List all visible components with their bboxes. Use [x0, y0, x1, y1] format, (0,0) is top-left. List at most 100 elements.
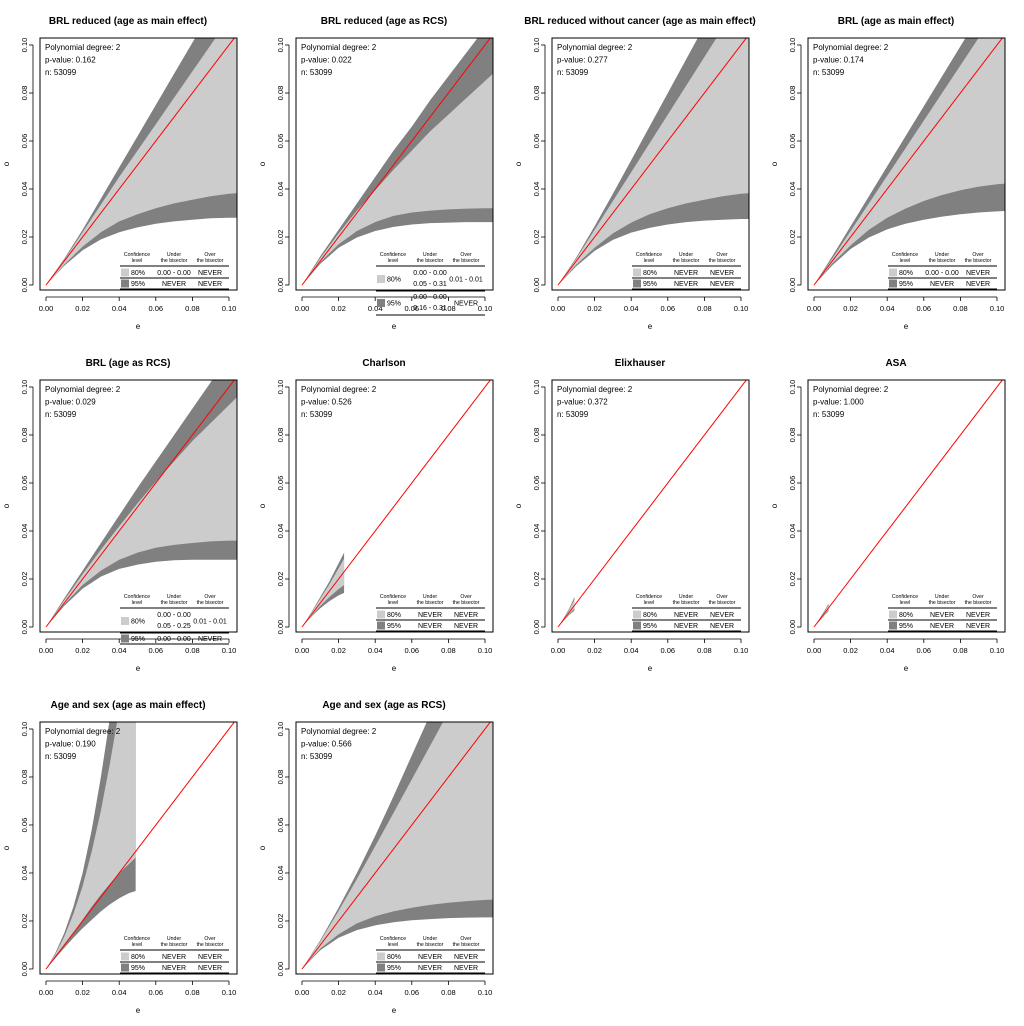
- legend-header-over: Over: [972, 252, 984, 258]
- chart-svg: Age and sex (age as RCS) 0.00 0.02 0.04 0.06…: [258, 700, 494, 1015]
- y-axis-label: o: [514, 503, 523, 508]
- legend-header-over: the bisector: [197, 942, 224, 948]
- x-tick-label: 0.04: [880, 646, 895, 655]
- x-tick-label: 0.08: [953, 304, 968, 313]
- legend-header-confidence: level: [900, 258, 911, 264]
- y-axis-label: o: [258, 161, 267, 166]
- stat-annotation: Polynomial degree: 2: [45, 385, 121, 394]
- chart-title: Elixhauser: [615, 358, 666, 369]
- stat-annotation: n: 53099: [813, 68, 845, 77]
- legend-level: 95%: [643, 281, 657, 288]
- y-tick-label: 0.00: [20, 278, 29, 293]
- legend-header-under: Under: [167, 594, 181, 600]
- stat-annotation: p-value: 0.526: [301, 398, 352, 407]
- x-tick-label: 0.06: [404, 304, 419, 313]
- plot-frame: [295, 721, 494, 975]
- x-axis-label: e: [392, 322, 397, 331]
- legend-over-value: NEVER: [198, 965, 222, 972]
- stat-annotation: p-value: 0.029: [45, 398, 96, 407]
- legend-header-under: the bisector: [417, 600, 444, 606]
- legend-under-value: 0.00 - 0.00: [157, 270, 191, 277]
- y-tick-label: 0.00: [276, 620, 285, 635]
- y-tick-label: 0.06: [276, 818, 285, 833]
- x-tick-label: 0.04: [112, 304, 127, 313]
- y-axis-label: o: [770, 161, 779, 166]
- x-axis-label: e: [904, 322, 909, 331]
- legend-header-under: the bisector: [673, 258, 700, 264]
- stat-annotation: p-value: 0.022: [301, 56, 352, 65]
- y-tick-label: 0.08: [276, 428, 285, 443]
- x-tick-label: 0.10: [222, 304, 237, 313]
- stat-annotation: p-value: 0.566: [301, 740, 352, 749]
- chart-title: BRL (age as main effect): [838, 16, 955, 27]
- stat-annotation: p-value: 1.000: [813, 398, 864, 407]
- legend-over-value: 0.01 - 0.01: [449, 277, 483, 284]
- legend-swatch: [377, 275, 385, 283]
- legend-header-confidence: level: [900, 600, 911, 606]
- legend-header-over: the bisector: [453, 942, 480, 948]
- x-tick-label: 0.06: [148, 988, 163, 997]
- legend-level: 95%: [387, 623, 401, 630]
- x-tick-label: 0.02: [75, 988, 90, 997]
- legend-under-value: NEVER: [162, 954, 186, 961]
- y-tick-label: 0.10: [20, 722, 29, 737]
- legend-header-under: Under: [167, 252, 181, 258]
- bisector-line: [301, 380, 491, 628]
- chart-title: BRL reduced (age as RCS): [321, 16, 448, 27]
- legend-swatch: [377, 952, 385, 961]
- y-tick-label: 0.10: [788, 380, 797, 395]
- chart-panel: BRL reduced without cancer (age as main …: [512, 0, 768, 342]
- x-tick-label: 0.00: [295, 988, 310, 997]
- chart-panel: BRL (age as RCS) 0.00 0.02 0.04 0.06 0.08 0.10…: [0, 342, 256, 684]
- y-tick-label: 0.10: [276, 380, 285, 395]
- legend-header-confidence: level: [388, 258, 399, 264]
- x-tick-label: 0.10: [990, 646, 1005, 655]
- x-tick-label: 0.08: [185, 304, 200, 313]
- y-axis-label: o: [258, 503, 267, 508]
- legend-under-value: NEVER: [674, 623, 698, 630]
- x-tick-label: 0.00: [39, 304, 54, 313]
- legend-header-confidence: Confidence: [636, 594, 662, 600]
- legend-swatch: [377, 610, 385, 619]
- legend-swatch: [633, 610, 641, 619]
- stat-annotation: n: 53099: [45, 68, 77, 77]
- legend-swatch: [121, 963, 129, 972]
- x-tick-label: 0.02: [843, 646, 858, 655]
- legend-under-value: NEVER: [930, 281, 954, 288]
- legend-under-value: 0.16 - 0.31: [413, 305, 447, 312]
- x-tick-label: 0.02: [587, 304, 602, 313]
- y-axis-label: o: [514, 161, 523, 166]
- x-tick-label: 0.08: [185, 988, 200, 997]
- belt-80-band: [814, 38, 1005, 285]
- x-tick-label: 0.02: [331, 988, 346, 997]
- legend-under-value: 0.00 - 0.00: [157, 612, 191, 619]
- legend-header-under: the bisector: [161, 942, 188, 948]
- legend-over-value: NEVER: [198, 636, 222, 643]
- stat-annotation: Polynomial degree: 2: [813, 43, 889, 52]
- legend-header-confidence: level: [132, 942, 143, 948]
- y-tick-label: 0.00: [532, 620, 541, 635]
- legend-level: 80%: [643, 270, 657, 277]
- plot-frame: [39, 721, 238, 975]
- x-tick-label: 0.04: [112, 646, 127, 655]
- legend-under-value: 0.00 - 0.00: [413, 294, 447, 301]
- chart-title: BRL reduced (age as main effect): [49, 16, 207, 27]
- stat-annotation: p-value: 0.162: [45, 56, 96, 65]
- belt-group: [813, 38, 1005, 286]
- y-tick-label: 0.06: [276, 476, 285, 491]
- stat-annotation: p-value: 0.190: [45, 740, 96, 749]
- legend-over-value: NEVER: [454, 612, 478, 619]
- chart-title: BRL (age as RCS): [86, 358, 171, 369]
- legend-swatch: [121, 268, 129, 277]
- y-tick-label: 0.04: [20, 524, 29, 539]
- y-tick-label: 0.00: [532, 278, 541, 293]
- x-tick-label: 0.06: [404, 646, 419, 655]
- legend-level: 95%: [899, 281, 913, 288]
- belt-95-band: [302, 552, 345, 627]
- legend-header-under: the bisector: [417, 942, 444, 948]
- x-tick-label: 0.00: [551, 304, 566, 313]
- legend-level: 95%: [643, 623, 657, 630]
- x-tick-label: 0.02: [587, 646, 602, 655]
- legend-over-value: NEVER: [198, 954, 222, 961]
- y-tick-label: 0.06: [532, 476, 541, 491]
